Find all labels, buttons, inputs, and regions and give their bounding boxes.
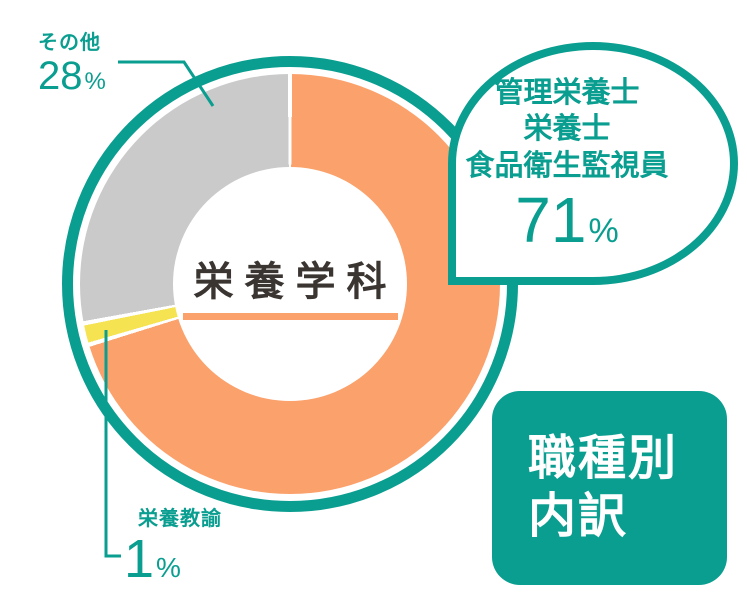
label-other-percent-sign: % (84, 68, 106, 95)
label-teacher-value: 1 (124, 529, 155, 589)
callout-bubble: 管理栄養士 栄養士 食品衛生監視員 71 % (448, 42, 738, 285)
callout-line-2: 栄養士 (523, 113, 611, 146)
label-teacher-value-row: 1 % (124, 531, 222, 588)
label-other-value-row: 28 % (38, 55, 106, 97)
title-badge-line-2: 内訳 (528, 490, 629, 543)
donut-hole: 栄養学科 (173, 167, 407, 401)
label-teacher-name: 栄養教諭 (138, 508, 222, 530)
title-badge: 職種別 内訳 (492, 391, 727, 585)
label-teacher: 栄養教諭 1 % (124, 502, 222, 588)
donut-chart: 栄養学科 (62, 56, 518, 512)
label-other-value: 28 (38, 54, 83, 98)
label-other-name: その他 (38, 32, 101, 54)
chart-center-label: 栄養学科 (182, 249, 398, 320)
callout-value-row: 71 % (515, 188, 618, 252)
label-teacher-percent-sign: % (156, 552, 181, 583)
label-other: その他 28 % (38, 26, 106, 97)
title-badge-line-1: 職種別 (528, 431, 679, 485)
callout-line-1: 管理栄養士 (494, 76, 640, 109)
callout-percent-sign: % (588, 212, 619, 251)
callout-line-3: 食品衛生監視員 (465, 149, 669, 182)
callout-value: 71 (515, 184, 587, 257)
